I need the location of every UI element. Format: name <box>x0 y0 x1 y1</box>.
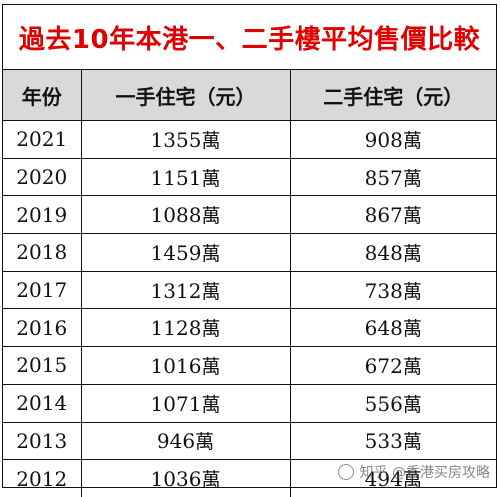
price-value: 1128 <box>150 316 202 341</box>
price-unit: 萬 <box>402 129 422 152</box>
cell-year: 2021 <box>3 120 82 159</box>
cell-first-hand-price: 1016萬 <box>81 346 291 385</box>
price-unit: 萬 <box>402 167 422 190</box>
table-body: 2021 1355萬 908萬 2020 1151萬 857萬 2019 1088萬 867萬 2… <box>3 120 496 497</box>
price-unit: 萬 <box>402 205 422 228</box>
table-row: 2013 946萬 533萬 <box>3 422 496 461</box>
price-unit: 萬 <box>402 355 422 378</box>
cell-first-hand-price: 946萬 <box>81 422 291 461</box>
cell-second-hand-price: 494萬 <box>290 460 496 497</box>
cell-second-hand-price: 857萬 <box>290 158 496 197</box>
cell-year: 2015 <box>3 346 82 385</box>
price-value: 1151 <box>150 165 202 190</box>
cell-second-hand-price: 533萬 <box>290 422 496 461</box>
cell-first-hand-price: 1312萬 <box>81 271 291 310</box>
price-value: 648 <box>364 316 403 341</box>
cell-year: 2019 <box>3 195 82 235</box>
table-row: 2021 1355萬 908萬 <box>3 120 496 159</box>
header-year: 年份 <box>3 70 82 121</box>
cell-first-hand-price: 1128萬 <box>81 308 291 348</box>
table-row: 2014 1071萬 556萬 <box>3 384 496 423</box>
cell-second-hand-price: 556萬 <box>290 384 496 423</box>
price-value: 1312 <box>150 278 202 303</box>
price-unit: 萬 <box>201 129 221 152</box>
price-unit: 萬 <box>201 205 221 228</box>
cell-first-hand-price: 1151萬 <box>81 158 291 197</box>
price-value: 1459 <box>150 240 202 265</box>
price-comparison-table-frame: 過去10年本港一、二手樓平均售價比較 年份 一手住宅（元） 二手住宅（元） 20… <box>2 4 497 497</box>
cell-second-hand-price: 908萬 <box>290 120 496 159</box>
cell-second-hand-price: 672萬 <box>290 346 496 385</box>
price-unit: 萬 <box>201 469 221 492</box>
price-table: 年份 一手住宅（元） 二手住宅（元） 2021 1355萬 908萬 2020 1151… <box>3 70 496 497</box>
table-row: 2018 1459萬 848萬 <box>3 233 496 272</box>
price-unit: 萬 <box>402 393 422 416</box>
header-second-hand: 二手住宅（元） <box>290 70 496 121</box>
cell-second-hand-price: 738萬 <box>290 271 496 310</box>
table-row: 2012 1036萬 494萬 <box>3 459 496 497</box>
price-value: 556 <box>364 391 403 416</box>
table-row: 2019 1088萬 867萬 <box>3 195 496 235</box>
price-value: 867 <box>364 203 403 228</box>
price-unit: 萬 <box>201 242 221 265</box>
cell-second-hand-price: 848萬 <box>290 233 496 272</box>
cell-year: 2014 <box>3 384 82 423</box>
cell-first-hand-price: 1071萬 <box>81 384 291 423</box>
price-unit: 萬 <box>402 318 422 341</box>
price-unit: 萬 <box>402 242 422 265</box>
price-value: 1088 <box>150 203 202 228</box>
cell-first-hand-price: 1036萬 <box>81 459 291 497</box>
table-title: 過去10年本港一、二手樓平均售價比較 <box>3 5 496 70</box>
price-value: 946 <box>156 429 196 454</box>
cell-year: 2013 <box>3 422 82 461</box>
price-unit: 萬 <box>201 355 221 378</box>
price-unit: 萬 <box>201 280 221 303</box>
cell-year: 2017 <box>3 271 82 310</box>
price-value: 533 <box>364 429 403 454</box>
table-row: 2016 1128萬 648萬 <box>3 308 496 348</box>
price-value: 908 <box>364 127 403 152</box>
cell-second-hand-price: 867萬 <box>290 195 496 235</box>
price-value: 1036 <box>150 467 202 492</box>
header-first-hand: 一手住宅（元） <box>81 70 291 121</box>
price-value: 1355 <box>150 127 202 152</box>
price-value: 672 <box>364 353 403 378</box>
price-unit: 萬 <box>402 469 422 492</box>
cell-year: 2016 <box>3 308 82 348</box>
cell-year: 2018 <box>3 233 82 272</box>
price-value: 738 <box>364 278 403 303</box>
cell-year: 2020 <box>3 158 82 197</box>
price-unit: 萬 <box>201 167 221 190</box>
header-row: 年份 一手住宅（元） 二手住宅（元） <box>3 70 496 121</box>
price-unit: 萬 <box>201 393 221 416</box>
price-unit: 萬 <box>195 431 215 454</box>
cell-year: 2012 <box>3 459 82 497</box>
price-value: 857 <box>364 165 403 190</box>
cell-second-hand-price: 648萬 <box>290 308 496 348</box>
price-unit: 萬 <box>402 431 422 454</box>
table-row: 2020 1151萬 857萬 <box>3 158 496 197</box>
price-unit: 萬 <box>402 280 422 303</box>
price-value: 1071 <box>150 391 202 416</box>
price-value: 848 <box>364 240 403 265</box>
cell-first-hand-price: 1459萬 <box>81 233 291 272</box>
cell-first-hand-price: 1355萬 <box>81 120 291 159</box>
price-unit: 萬 <box>201 318 221 341</box>
price-value: 1016 <box>150 353 202 378</box>
table-row: 2017 1312萬 738萬 <box>3 271 496 310</box>
table-row: 2015 1016萬 672萬 <box>3 346 496 385</box>
cell-first-hand-price: 1088萬 <box>81 195 291 235</box>
price-value: 494 <box>364 467 403 492</box>
